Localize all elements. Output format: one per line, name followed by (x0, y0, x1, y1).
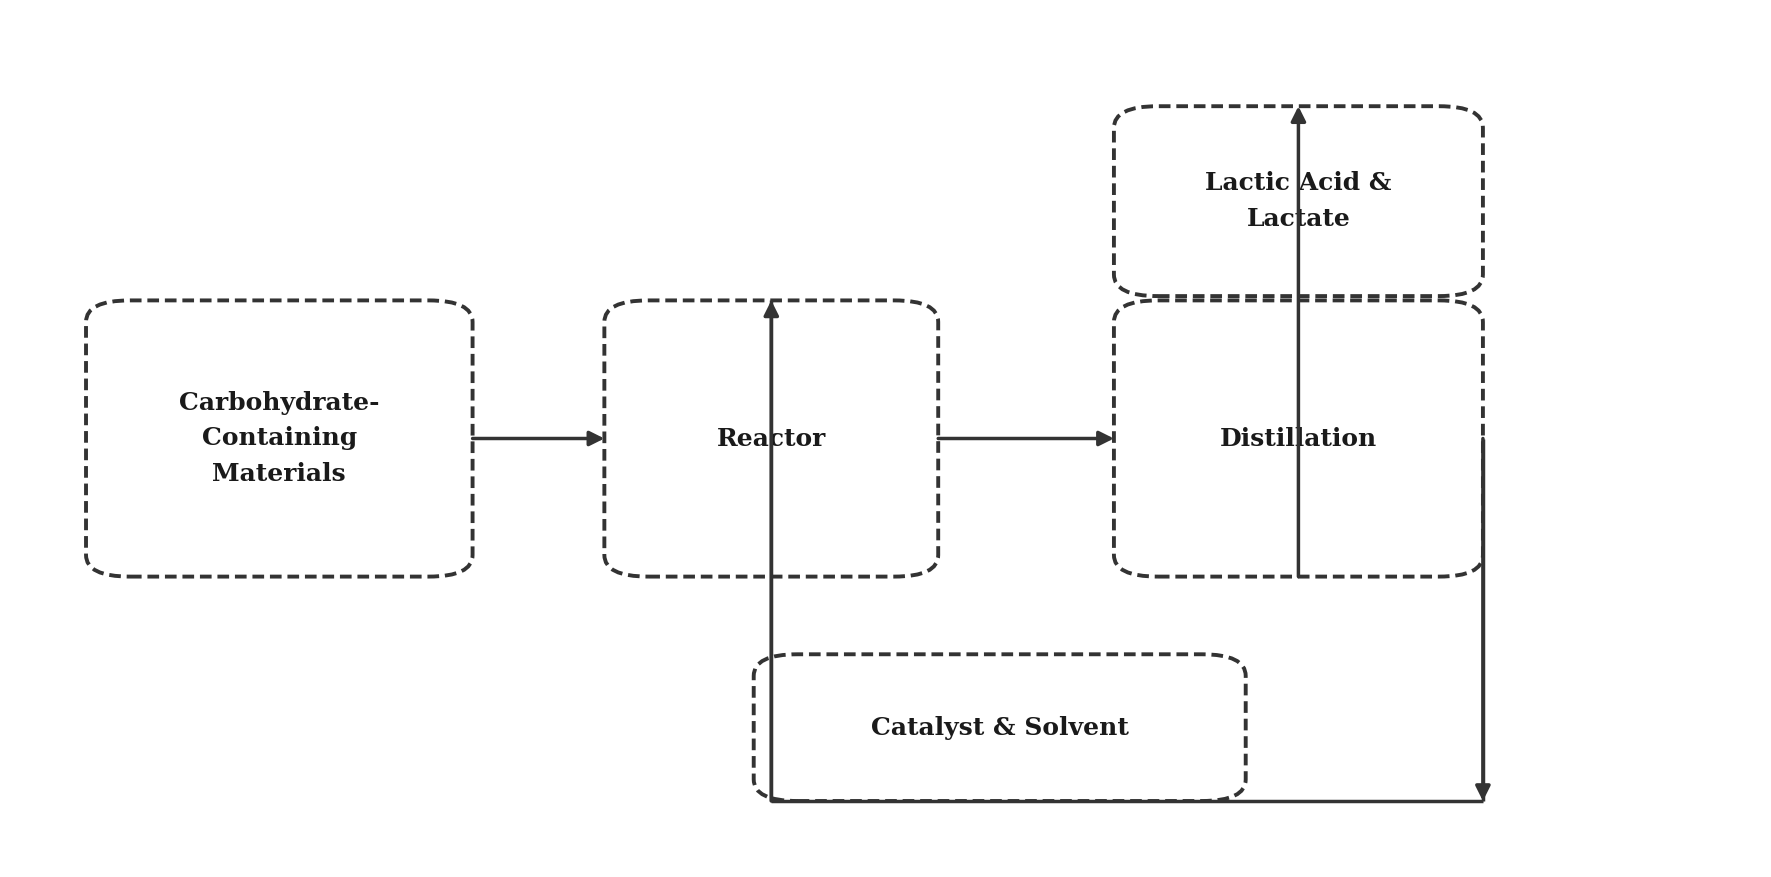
FancyBboxPatch shape (604, 301, 939, 576)
FancyBboxPatch shape (1114, 106, 1482, 296)
Text: Lactic Acid &
Lactate: Lactic Acid & Lactate (1206, 171, 1392, 231)
FancyBboxPatch shape (754, 654, 1245, 801)
Text: Reactor: Reactor (717, 426, 825, 451)
FancyBboxPatch shape (87, 301, 473, 576)
Text: Distillation: Distillation (1220, 426, 1378, 451)
Text: Carbohydrate-
Containing
Materials: Carbohydrate- Containing Materials (179, 391, 379, 486)
Text: Catalyst & Solvent: Catalyst & Solvent (871, 716, 1128, 739)
FancyBboxPatch shape (1114, 301, 1482, 576)
